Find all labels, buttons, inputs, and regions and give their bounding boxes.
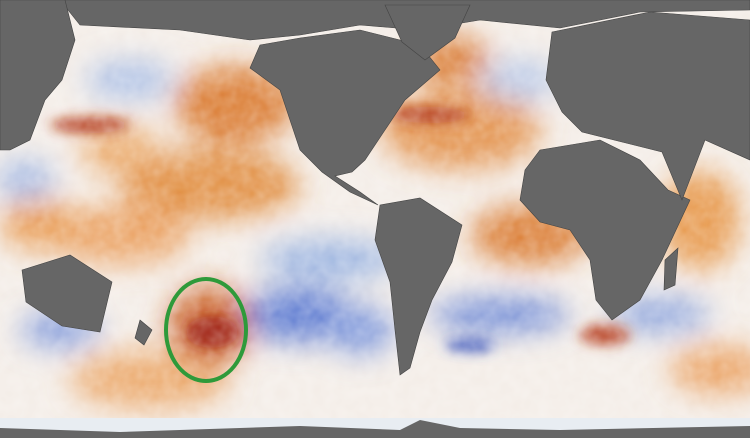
new-zealand [134,319,153,346]
greenland [384,4,471,61]
south-america [374,197,463,376]
eurasia [545,11,750,201]
africa [519,139,691,321]
arctic [0,0,750,41]
antarctica [0,420,750,438]
east-asia [0,0,76,151]
highlight-circle [164,277,248,383]
land [0,0,750,376]
australia [21,254,113,333]
madagascar [663,247,679,291]
